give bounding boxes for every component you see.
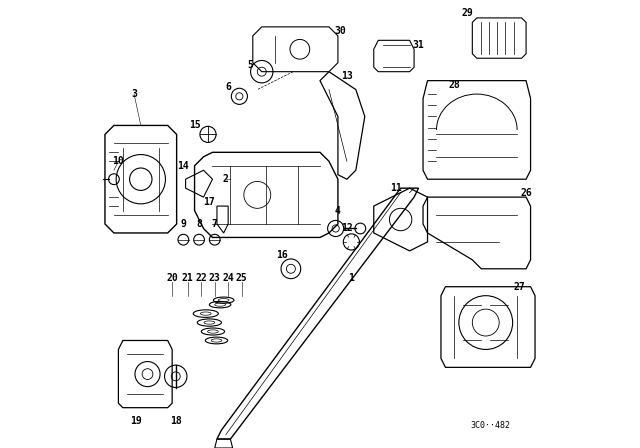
Text: 12: 12 xyxy=(341,224,353,233)
Text: 19: 19 xyxy=(131,416,142,426)
Text: 23: 23 xyxy=(209,273,221,283)
Text: 7: 7 xyxy=(212,219,218,229)
Text: 16: 16 xyxy=(276,250,288,260)
Text: 4: 4 xyxy=(335,206,341,215)
Text: 10: 10 xyxy=(113,156,124,166)
Text: 31: 31 xyxy=(413,40,424,50)
Text: 25: 25 xyxy=(236,273,248,283)
Text: 24: 24 xyxy=(222,273,234,283)
Text: 8: 8 xyxy=(196,219,202,229)
Text: 1: 1 xyxy=(348,273,355,283)
Text: 14: 14 xyxy=(177,161,189,171)
Text: 11: 11 xyxy=(390,183,402,193)
Text: 26: 26 xyxy=(520,188,532,198)
Text: 28: 28 xyxy=(449,80,460,90)
Text: 9: 9 xyxy=(180,219,186,229)
Text: 29: 29 xyxy=(462,9,474,18)
Text: 3: 3 xyxy=(131,89,137,99)
Text: 17: 17 xyxy=(203,197,215,207)
Text: 30: 30 xyxy=(334,26,346,36)
Text: 22: 22 xyxy=(195,273,207,283)
Text: 5: 5 xyxy=(248,60,253,70)
Text: 6: 6 xyxy=(225,82,231,92)
Text: 21: 21 xyxy=(182,273,194,283)
Text: 15: 15 xyxy=(189,120,200,129)
Text: 20: 20 xyxy=(166,273,178,283)
Text: 13: 13 xyxy=(341,71,353,81)
Text: 27: 27 xyxy=(513,282,525,292)
Text: 2: 2 xyxy=(223,174,229,184)
Text: 18: 18 xyxy=(170,416,182,426)
Text: 3C0··482: 3C0··482 xyxy=(470,421,510,430)
